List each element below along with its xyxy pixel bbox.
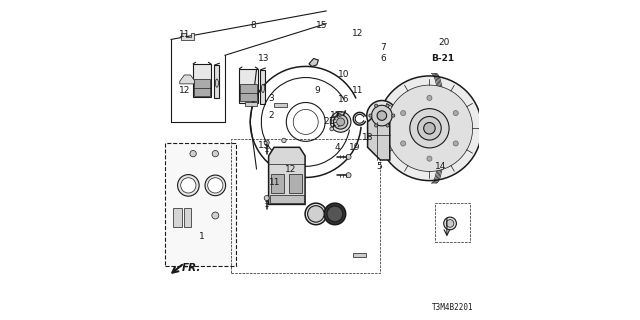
Ellipse shape xyxy=(205,175,226,196)
Bar xyxy=(164,142,236,266)
Text: 7: 7 xyxy=(381,43,387,52)
Polygon shape xyxy=(244,102,257,106)
Ellipse shape xyxy=(208,178,223,193)
Ellipse shape xyxy=(372,105,392,126)
Ellipse shape xyxy=(377,111,387,120)
Text: 4: 4 xyxy=(335,143,340,152)
Ellipse shape xyxy=(333,115,348,129)
Ellipse shape xyxy=(337,118,344,126)
Text: 12: 12 xyxy=(353,28,364,38)
Polygon shape xyxy=(214,65,220,98)
Text: 1: 1 xyxy=(199,232,205,241)
Ellipse shape xyxy=(305,203,326,225)
Bar xyxy=(270,195,303,203)
Text: T3M4B2201: T3M4B2201 xyxy=(432,303,474,312)
Ellipse shape xyxy=(330,127,333,131)
Text: 13: 13 xyxy=(258,54,269,63)
Polygon shape xyxy=(274,103,287,107)
Bar xyxy=(173,208,182,227)
Polygon shape xyxy=(193,64,211,97)
Text: 14: 14 xyxy=(435,162,446,171)
Ellipse shape xyxy=(377,76,482,180)
Polygon shape xyxy=(353,253,366,257)
Bar xyxy=(184,208,191,227)
Ellipse shape xyxy=(216,79,218,87)
Ellipse shape xyxy=(427,95,432,100)
Text: 20: 20 xyxy=(438,38,450,47)
Ellipse shape xyxy=(177,175,199,196)
Ellipse shape xyxy=(386,104,389,107)
Ellipse shape xyxy=(264,196,269,201)
Text: 16: 16 xyxy=(338,95,349,104)
Ellipse shape xyxy=(180,178,196,193)
Ellipse shape xyxy=(374,124,378,127)
Polygon shape xyxy=(194,79,210,96)
Ellipse shape xyxy=(282,138,286,143)
Text: FR.: FR. xyxy=(182,263,202,273)
Ellipse shape xyxy=(327,206,343,222)
Ellipse shape xyxy=(401,111,406,116)
Ellipse shape xyxy=(453,141,458,146)
Ellipse shape xyxy=(346,173,351,178)
Text: 6: 6 xyxy=(381,54,387,63)
Ellipse shape xyxy=(369,114,372,117)
Ellipse shape xyxy=(374,104,378,107)
Ellipse shape xyxy=(308,206,324,222)
Bar xyxy=(435,203,470,243)
Text: 9: 9 xyxy=(314,86,320,95)
Ellipse shape xyxy=(427,156,432,161)
Ellipse shape xyxy=(261,84,264,92)
Polygon shape xyxy=(367,111,390,160)
Text: 21: 21 xyxy=(323,117,335,126)
Bar xyxy=(289,174,302,193)
Ellipse shape xyxy=(212,150,218,157)
Text: 18: 18 xyxy=(362,133,373,142)
Polygon shape xyxy=(260,70,266,104)
Text: 11: 11 xyxy=(269,178,281,187)
Polygon shape xyxy=(180,33,194,40)
Ellipse shape xyxy=(392,114,395,117)
Ellipse shape xyxy=(444,217,456,230)
Ellipse shape xyxy=(387,85,472,172)
Text: 5: 5 xyxy=(376,162,381,171)
Ellipse shape xyxy=(324,203,346,225)
Ellipse shape xyxy=(264,140,269,145)
Polygon shape xyxy=(241,84,257,101)
Ellipse shape xyxy=(446,220,454,227)
Polygon shape xyxy=(309,59,319,67)
Ellipse shape xyxy=(418,116,441,140)
Text: 15: 15 xyxy=(316,21,327,30)
Text: 19: 19 xyxy=(349,143,361,152)
Polygon shape xyxy=(180,75,195,84)
Polygon shape xyxy=(239,69,258,103)
Ellipse shape xyxy=(424,123,435,134)
Ellipse shape xyxy=(330,112,351,132)
Ellipse shape xyxy=(212,212,219,219)
Bar xyxy=(271,174,284,193)
Text: 8: 8 xyxy=(250,21,256,30)
Text: 11: 11 xyxy=(179,30,190,39)
Ellipse shape xyxy=(386,124,389,127)
Text: 12: 12 xyxy=(179,86,190,95)
Polygon shape xyxy=(269,147,305,204)
Ellipse shape xyxy=(453,111,458,116)
Bar xyxy=(231,140,380,273)
Text: 10: 10 xyxy=(338,70,349,79)
Ellipse shape xyxy=(401,141,406,146)
Text: 13: 13 xyxy=(258,141,269,150)
Text: 2: 2 xyxy=(268,111,274,120)
Text: 17: 17 xyxy=(330,111,341,120)
Text: B-21: B-21 xyxy=(431,54,454,63)
Ellipse shape xyxy=(346,154,351,159)
Ellipse shape xyxy=(410,109,449,148)
Text: 3: 3 xyxy=(268,94,274,103)
Text: 11: 11 xyxy=(352,86,363,95)
Ellipse shape xyxy=(190,150,196,157)
Ellipse shape xyxy=(367,100,397,131)
Text: 12: 12 xyxy=(285,165,296,174)
